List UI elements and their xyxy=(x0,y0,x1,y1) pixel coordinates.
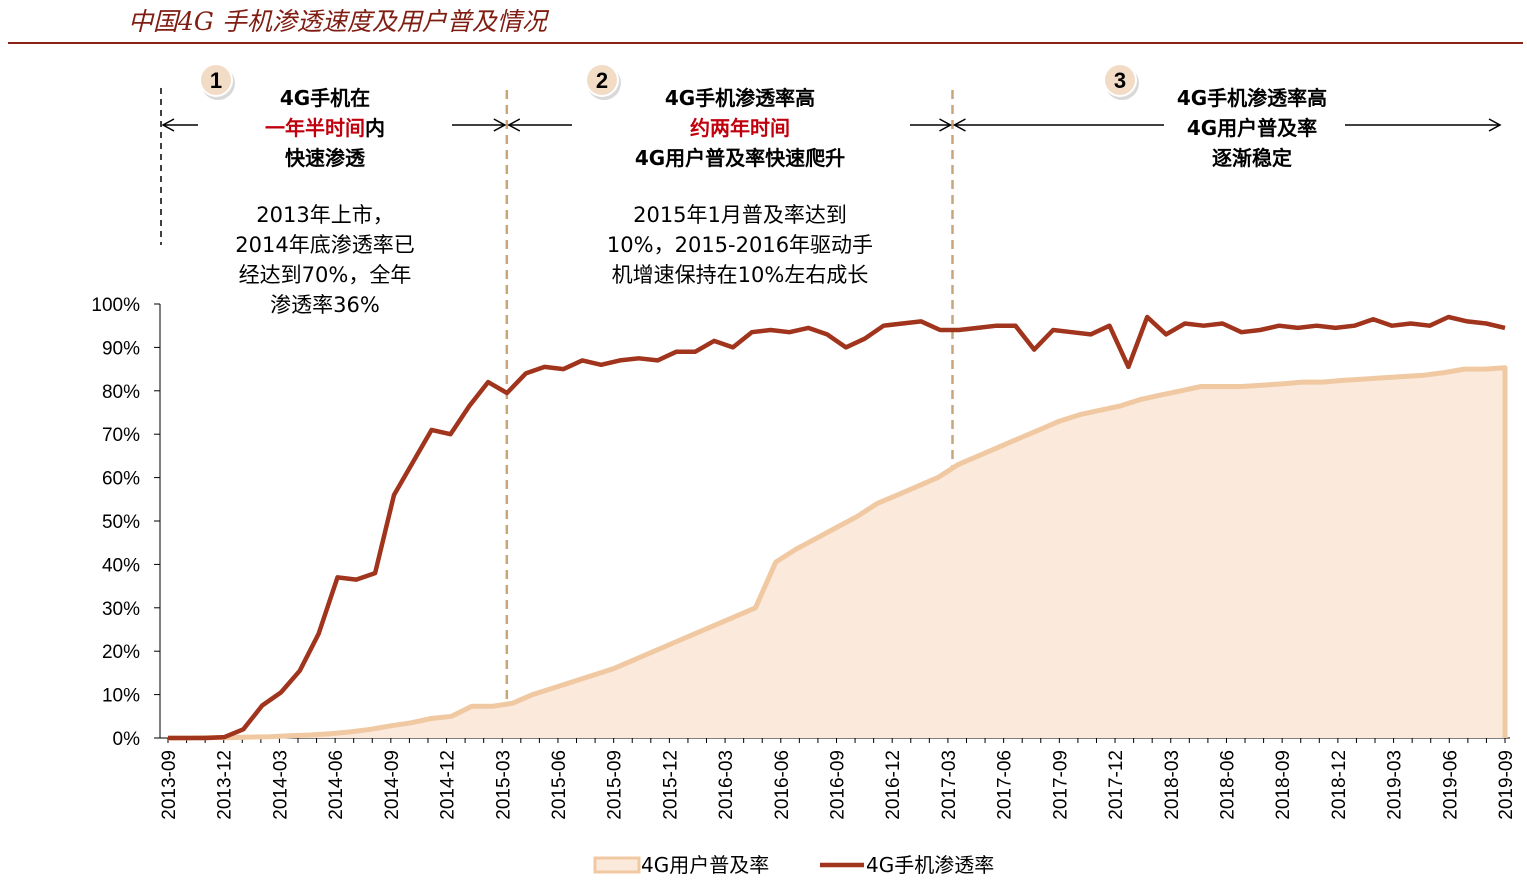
x-tick-label: 2015-09 xyxy=(605,750,626,820)
phase-marker-circle xyxy=(585,63,619,97)
phase-heading-line: 4G用户普及率 xyxy=(1187,116,1317,140)
y-tick-label: 90% xyxy=(102,338,140,359)
x-tick-label: 2013-12 xyxy=(215,750,236,820)
x-tick-label: 2013-09 xyxy=(159,750,180,820)
phase-note-line: 2014年底渗透率已 xyxy=(235,233,414,257)
x-tick-label: 2016-06 xyxy=(772,750,793,820)
x-tick-label: 2017-06 xyxy=(995,750,1016,820)
y-tick-label: 30% xyxy=(102,599,140,620)
x-tick-label: 2014-06 xyxy=(326,750,347,820)
phase-heading-line: 4G手机渗透率高 xyxy=(1177,86,1327,110)
x-tick-label: 2019-06 xyxy=(1440,750,1461,820)
phase-note-line: 机增速保持在10%左右成长 xyxy=(612,263,869,287)
x-tick-label: 2017-03 xyxy=(939,750,960,820)
legend-swatch xyxy=(593,856,641,874)
x-tick-label: 2019-09 xyxy=(1496,750,1517,820)
phase-note-line: 10%，2015-2016年驱动手 xyxy=(607,233,873,257)
x-tick-label: 2014-09 xyxy=(382,750,403,820)
y-tick-label: 40% xyxy=(102,555,140,576)
page-title: 中国4G 手机渗透速度及用户普及情况 xyxy=(128,7,547,36)
x-tick-label: 2014-03 xyxy=(270,750,291,820)
x-tick-label: 2016-09 xyxy=(828,750,849,820)
x-tick-label: 2015-12 xyxy=(660,750,681,820)
phase-marker-circle xyxy=(1103,63,1137,97)
phase-note-line: 2015年1月普及率达到 xyxy=(633,203,847,227)
series-line xyxy=(168,365,1508,741)
phase-marker-circle xyxy=(199,63,233,97)
x-tick-label: 2018-06 xyxy=(1217,750,1238,820)
y-tick-label: 60% xyxy=(102,469,140,490)
y-tick-label: 100% xyxy=(91,295,140,316)
x-tick-label: 2016-12 xyxy=(883,750,904,820)
legend: 4G用户普及率 4G手机渗透率 xyxy=(593,853,994,877)
phase-heading-line: 快速渗透 xyxy=(285,146,366,170)
phase-marker-number: 3 xyxy=(1114,68,1126,93)
series-layer xyxy=(168,314,1508,741)
axes-layer: 0% 10% 20% 30% 40% 50% 60% 70% 80% 90% 100% 2013-09… xyxy=(91,295,1517,820)
y-tick-label: 10% xyxy=(102,686,140,707)
phase-note-line: 2013年上市， xyxy=(256,203,393,227)
x-tick-label: 2015-06 xyxy=(549,750,570,820)
x-tick-label: 2016-03 xyxy=(716,750,737,820)
phase-heading-line: 约两年时间 xyxy=(690,116,790,140)
x-tick-label: 2017-12 xyxy=(1106,750,1127,820)
x-tick-label: 2018-09 xyxy=(1273,750,1294,820)
series-area-fill xyxy=(168,367,1505,738)
phase-heading-line: 逐渐稳定 xyxy=(1212,146,1292,170)
x-tick-label: 2018-12 xyxy=(1329,750,1350,820)
y-tick-label: 70% xyxy=(102,425,140,446)
x-tick-label: 2015-03 xyxy=(493,750,514,820)
phase-note-line: 经达到70%，全年 xyxy=(239,263,412,287)
y-tick-label: 80% xyxy=(102,382,140,403)
series-line xyxy=(168,314,1506,741)
x-tick-label: 2014-12 xyxy=(438,750,459,820)
y-tick-label: 20% xyxy=(102,642,140,663)
phase-marker-number: 2 xyxy=(596,68,608,93)
phase-heading-line: 4G用户普及率快速爬升 xyxy=(635,146,845,170)
phase-heading-line: 4G手机在 xyxy=(280,86,370,110)
title-divider xyxy=(8,42,1523,44)
phase-heading-line: 4G手机渗透率高 xyxy=(665,86,815,110)
y-tick-label: 0% xyxy=(113,729,141,750)
y-tick-label: 50% xyxy=(102,512,140,533)
phase-heading-line: 一年半时间内 xyxy=(265,116,385,140)
x-tick-label: 2018-03 xyxy=(1162,750,1183,820)
legend-label: 4G手机渗透率 xyxy=(866,853,994,877)
x-tick-label: 2019-03 xyxy=(1385,750,1406,820)
phase-note-line: 渗透率36% xyxy=(270,293,380,317)
legend-label: 4G用户普及率 xyxy=(641,853,769,877)
phase-marker-number: 1 xyxy=(210,68,222,93)
x-tick-label: 2017-09 xyxy=(1050,750,1071,820)
